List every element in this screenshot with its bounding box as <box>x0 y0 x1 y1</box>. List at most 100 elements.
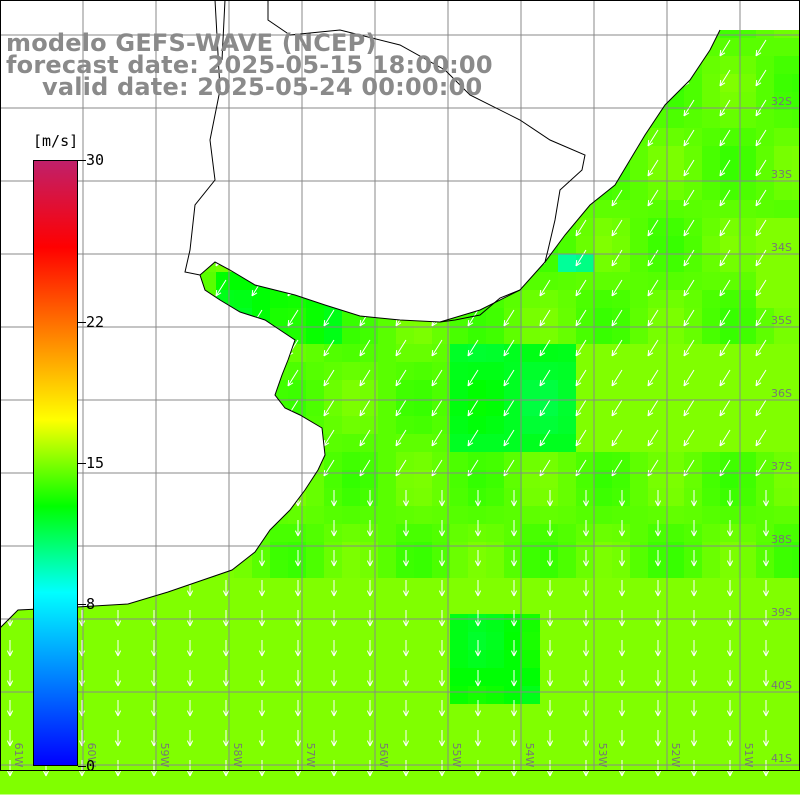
wind-arrow <box>719 429 731 447</box>
wind-speed-cell <box>0 650 19 669</box>
wind-speed-cell <box>540 506 559 525</box>
wind-arrow <box>546 520 554 537</box>
wind-speed-cell <box>738 344 757 363</box>
wind-arrow <box>359 339 371 357</box>
wind-arrow <box>611 429 623 447</box>
wind-speed-cell <box>486 614 505 633</box>
wind-speed-cell <box>252 578 271 597</box>
wind-speed-cell <box>378 722 397 741</box>
wind-speed-cell <box>738 506 757 525</box>
wind-arrow <box>6 640 14 657</box>
wind-speed-cell <box>90 722 109 741</box>
wind-speed-cell <box>702 236 721 255</box>
wind-arrow <box>575 429 587 447</box>
wind-speed-cell <box>684 326 703 345</box>
wind-speed-cell <box>630 668 649 687</box>
wind-speed-cell <box>612 290 631 309</box>
wind-arrow <box>575 369 587 387</box>
wind-speed-cell <box>630 650 649 669</box>
wind-speed-cell <box>738 704 757 723</box>
wind-speed-cell <box>486 398 505 417</box>
wind-speed-cell <box>684 722 703 741</box>
wind-speed-cell <box>630 200 649 219</box>
wind-arrow <box>6 730 14 747</box>
wind-speed-cell <box>648 326 667 345</box>
wind-speed-cell <box>612 596 631 615</box>
wind-arrow <box>402 670 410 687</box>
wind-arrow <box>503 369 515 387</box>
wind-speed-cell <box>738 290 757 309</box>
wind-arrow <box>294 550 302 567</box>
wind-speed-cell <box>540 380 559 399</box>
wind-arrow <box>654 550 662 567</box>
wind-speed-cell <box>702 290 721 309</box>
wind-speed-cell <box>630 218 649 237</box>
wind-speed-cell <box>612 308 631 327</box>
wind-arrow <box>474 640 482 657</box>
wind-speed-cell <box>396 380 415 399</box>
wind-speed-cell <box>774 146 793 165</box>
wind-speed-cell <box>576 776 595 795</box>
wind-arrow <box>395 369 407 387</box>
wind-speed-cell <box>774 776 793 795</box>
wind-speed-cell <box>720 200 739 219</box>
wind-arrow <box>366 550 374 567</box>
wind-speed-cell <box>630 596 649 615</box>
wind-speed-cell <box>180 668 199 687</box>
wind-speed-cell <box>612 614 631 633</box>
wind-speed-cell <box>324 344 343 363</box>
wind-speed-cell <box>792 56 800 75</box>
wind-speed-cell <box>558 686 577 705</box>
wind-arrow <box>258 580 266 597</box>
wind-speed-cell <box>558 740 577 759</box>
wind-speed-cell <box>594 650 613 669</box>
wind-speed-cell <box>270 668 289 687</box>
wind-speed-cell <box>360 524 379 543</box>
wind-speed-cell <box>738 92 757 111</box>
wind-speed-cell <box>324 686 343 705</box>
wind-speed-cell <box>36 776 55 795</box>
wind-speed-cell <box>612 506 631 525</box>
wind-arrow <box>575 249 587 267</box>
wind-speed-cell <box>594 632 613 651</box>
wind-arrow <box>690 520 698 537</box>
wind-speed-cell <box>198 704 217 723</box>
wind-speed-cell <box>396 704 415 723</box>
wind-speed-cell <box>342 506 361 525</box>
wind-arrow <box>575 399 587 417</box>
wind-speed-cell <box>306 722 325 741</box>
wind-arrow <box>762 550 770 567</box>
wind-speed-cell <box>414 470 433 489</box>
longitude-label: 57W <box>304 743 317 768</box>
wind-speed-cell <box>252 704 271 723</box>
wind-speed-cell <box>576 434 595 453</box>
wind-speed-cell <box>342 416 361 435</box>
wind-speed-cell <box>594 776 613 795</box>
wind-speed-cell <box>684 110 703 129</box>
wind-speed-cell <box>324 650 343 669</box>
wind-speed-cell <box>702 560 721 579</box>
wind-arrow <box>582 730 590 747</box>
wind-arrow <box>683 399 695 417</box>
wind-speed-cell <box>522 506 541 525</box>
wind-speed-cell <box>252 614 271 633</box>
wind-speed-cell <box>0 758 19 777</box>
wind-speed-cell <box>414 488 433 507</box>
wind-arrow <box>330 640 338 657</box>
wind-speed-cell <box>774 578 793 597</box>
wind-speed-cell <box>504 542 523 561</box>
wind-speed-cell <box>198 740 217 759</box>
wind-arrow <box>258 550 266 567</box>
wind-speed-cell <box>576 236 595 255</box>
wind-speed-cell <box>774 596 793 615</box>
wind-speed-cell <box>18 722 37 741</box>
wind-speed-cell <box>666 254 685 273</box>
wind-speed-cell <box>792 164 800 183</box>
wind-speed-cell <box>522 722 541 741</box>
wind-speed-cell <box>702 326 721 345</box>
wind-speed-cell <box>486 452 505 471</box>
wind-speed-cell <box>540 668 559 687</box>
wind-speed-cell <box>630 164 649 183</box>
wind-speed-cell <box>432 380 451 399</box>
wind-arrow <box>330 730 338 747</box>
